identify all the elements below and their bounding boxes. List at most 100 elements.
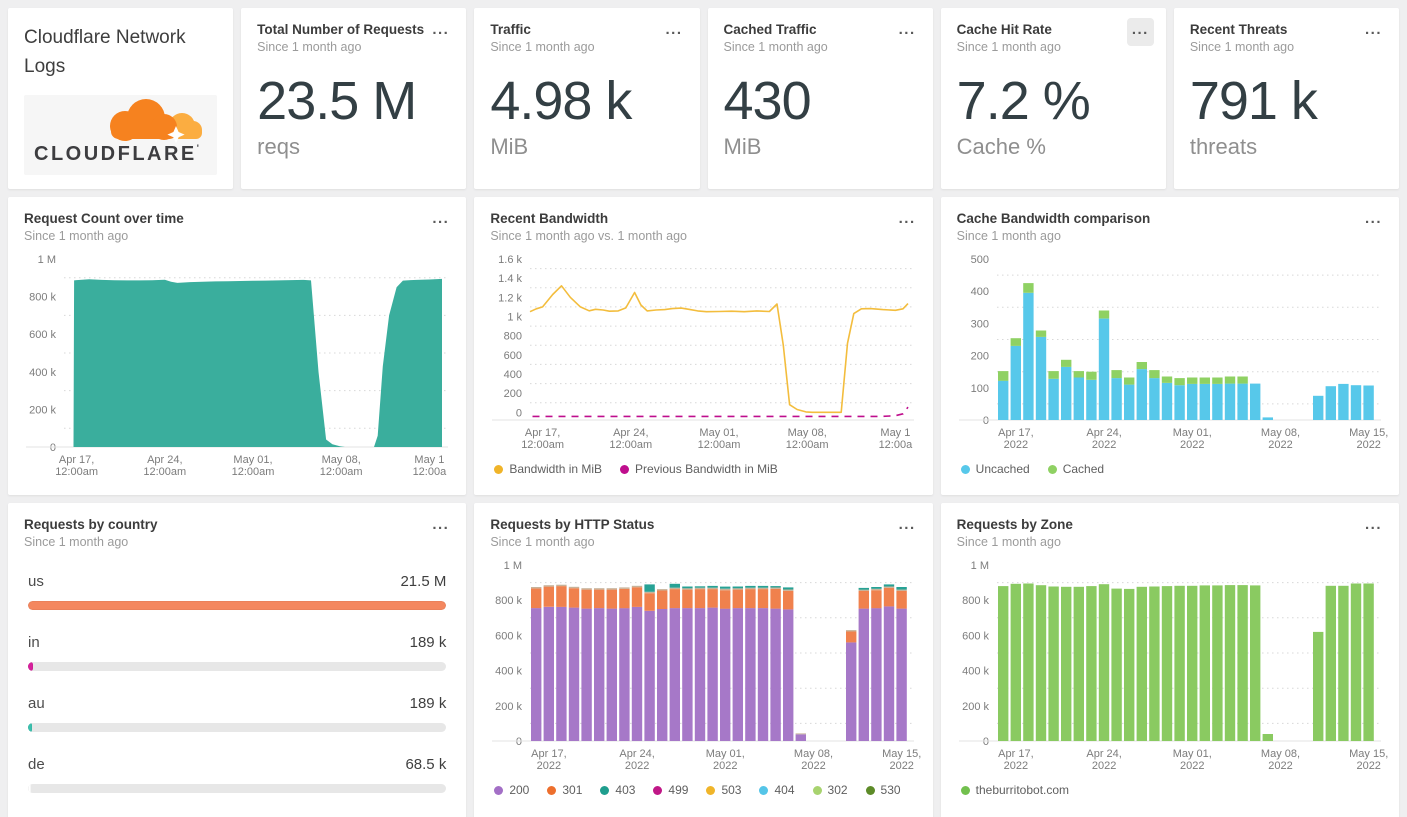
charts-row-1: Request Count over time Since 1 month ag… [8,197,1399,495]
country-row: de 68.5 k [24,756,450,793]
panel-subtitle: Since 1 month ago [956,229,1061,243]
legend-item[interactable]: 404 [759,783,795,797]
svg-text:May 08,: May 08, [322,454,361,466]
legend-item[interactable]: 503 [706,783,741,797]
legend-item[interactable]: Bandwidth in MiB [494,462,602,476]
svg-text:Apr 24,: Apr 24, [1086,427,1121,439]
svg-text:2022: 2022 [625,760,649,772]
panel-subtitle: Since 1 month ago [24,535,129,549]
svg-text:May 1: May 1 [414,454,444,466]
legend-item[interactable]: 403 [600,783,635,797]
panel-menu-button[interactable]: ... [1126,18,1154,46]
svg-text:300: 300 [970,318,988,330]
legend-item[interactable]: Previous Bandwidth in MiB [620,462,778,476]
cloudflare-wordmark: CLOUDFLARE' [34,143,199,165]
svg-text:12:00am: 12:00am [522,439,565,451]
svg-text:200 k: 200 k [29,404,56,416]
svg-text:Apr 24,: Apr 24, [147,454,182,466]
svg-text:2022: 2022 [890,760,914,772]
panel-menu-button[interactable]: ... [898,21,916,38]
svg-text:800 k: 800 k [962,595,989,607]
panel-subtitle: Since 1 month ago [956,535,1061,549]
svg-text:0: 0 [516,736,522,748]
stat-unit: Cache % [956,134,1046,159]
legend-item[interactable]: 524 [547,815,582,817]
svg-text:800: 800 [504,331,522,343]
svg-text:Apr 24,: Apr 24, [620,748,655,760]
panel-menu-button[interactable]: ... [432,21,450,38]
svg-text:0: 0 [516,407,522,419]
svg-text:600 k: 600 k [495,630,522,642]
svg-text:400: 400 [970,286,988,298]
svg-text:May 08,: May 08, [1261,427,1300,439]
panel-cached-traffic: Cached Traffic Since 1 month ago ... 430… [707,8,933,189]
country-value: 21.5 M [400,573,447,590]
legend-item[interactable]: 530 [865,783,901,797]
legend-dot-icon [653,785,663,795]
legend-dot-icon [1047,464,1057,474]
panel-menu-button[interactable]: ... [898,210,916,227]
stats-row: Cloudflare Network Logs CLOUDFLARE' [8,8,1399,189]
cloudflare-logo: CLOUDFLARE' [24,95,218,175]
svg-text:200 k: 200 k [962,701,989,713]
panel-menu-button[interactable]: ... [665,21,683,38]
svg-text:1.2 k: 1.2 k [498,292,522,304]
svg-text:600 k: 600 k [962,630,989,642]
svg-text:May 15,: May 15, [882,748,921,760]
panel-menu-button[interactable]: ... [1364,210,1382,227]
panel-menu-button[interactable]: ... [1364,516,1382,533]
panel-title: Cached Traffic [723,22,817,37]
panel-recent-threats: Recent Threats Since 1 month ago ... 791… [1173,8,1399,189]
chart-legend: Bandwidth in MiB Previous Bandwidth in Mi… [490,462,916,476]
svg-text:Apr 17,: Apr 17, [59,454,94,466]
legend-item[interactable]: Uncached [960,462,1030,476]
panel-menu-button[interactable]: ... [1364,21,1382,38]
panel-menu-button[interactable]: ... [898,516,916,533]
country-bar-track [28,662,447,671]
country-label: au [28,695,45,712]
svg-text:0: 0 [983,415,989,427]
country-value: 189 k [409,695,447,712]
legend-item[interactable]: Cached [1047,462,1104,476]
legend-item[interactable]: theburritobot.com [960,783,1069,797]
legend-item[interactable]: 301 [547,783,582,797]
country-bar-track [28,723,447,732]
legend-item[interactable]: 499 [653,783,688,797]
svg-text:Apr 24,: Apr 24, [1086,748,1121,760]
country-row: us 21.5 M [24,573,450,610]
legend-dot-icon [865,785,875,795]
panel-cache-hit-rate: Cache Hit Rate Since 1 month ago ... 7.2… [940,8,1166,189]
country-label: de [28,756,45,773]
panel-traffic: Traffic Since 1 month ago ... 4.98 k MiB [474,8,700,189]
country-bar-fill [28,784,31,793]
stat-value: 4.98 k [490,71,632,131]
panel-subtitle: Since 1 month ago [956,40,1061,54]
stat-unit: threats [1189,134,1258,159]
panel-menu-button[interactable]: ... [432,516,450,533]
country-label: in [28,634,40,651]
legend-item[interactable]: 302 [812,783,848,797]
panel-menu-button[interactable]: ... [432,210,450,227]
svg-text:600: 600 [504,350,522,362]
country-bar-track [28,601,447,610]
dashboard-title: Cloudflare Network Logs [24,27,186,77]
country-bar-fill [28,662,34,671]
panel-requests-by-country: Requests by country Since 1 month ago ..… [8,503,467,817]
country-bar-fill [28,723,33,732]
svg-text:12:00am: 12:00am [698,439,741,451]
svg-text:1.4 k: 1.4 k [498,273,522,285]
legend-item[interactable]: 526 [494,815,529,817]
panel-title: Recent Threats [1189,22,1288,37]
svg-text:200 k: 200 k [495,701,522,713]
panel-subtitle: Since 1 month ago vs. 1 month ago [490,229,687,243]
svg-text:100: 100 [970,383,988,395]
svg-text:2022: 2022 [1268,760,1292,772]
svg-text:May 01,: May 01, [706,748,745,760]
legend-item[interactable]: 200 [494,783,529,797]
